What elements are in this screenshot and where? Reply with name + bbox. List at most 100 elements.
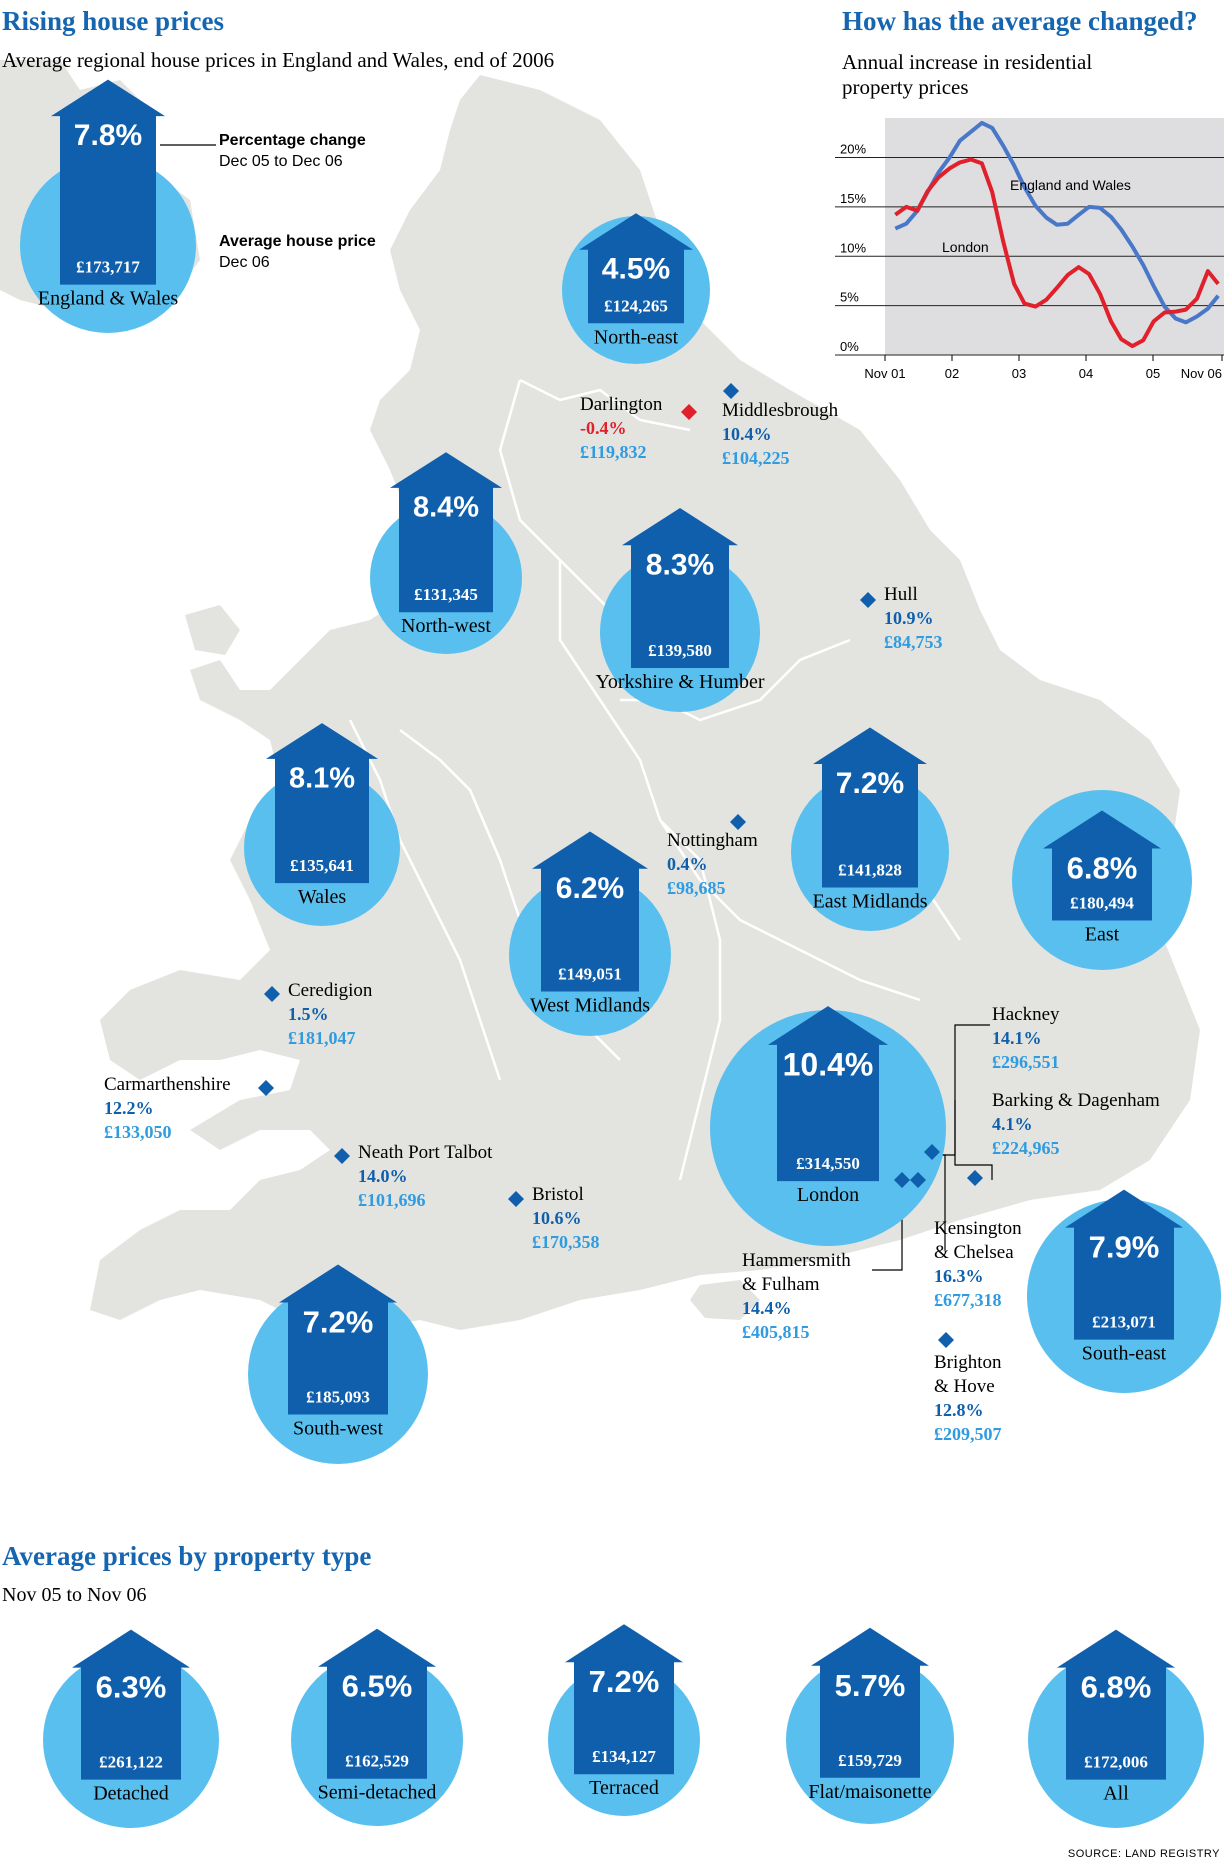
place-percentage: 10.9% bbox=[884, 608, 934, 628]
location-marker-icon bbox=[894, 1172, 910, 1188]
place-name: Kensington bbox=[934, 1218, 1022, 1239]
property-all: 6.8% £172,006 All bbox=[1028, 1629, 1204, 1828]
house-icon bbox=[811, 1627, 929, 1778]
location-marker-icon bbox=[910, 1172, 926, 1188]
region-name: East bbox=[1085, 924, 1120, 946]
property-terraced: 7.2% £134,127 Terraced bbox=[548, 1624, 700, 1816]
percentage-change: 8.4% bbox=[413, 491, 479, 523]
region-name: Detached bbox=[93, 1783, 169, 1805]
location-marker-icon bbox=[938, 1332, 954, 1348]
percentage-change: 7.9% bbox=[1089, 1230, 1160, 1265]
place-price: £119,832 bbox=[580, 442, 647, 462]
region-name: Semi-detached bbox=[318, 1782, 437, 1804]
place-price: £677,318 bbox=[934, 1290, 1002, 1310]
region-name: North-west bbox=[401, 615, 491, 637]
property-detached: 6.3% £261,122 Detached bbox=[43, 1629, 219, 1828]
house-icon bbox=[768, 1006, 888, 1182]
price-change-chart: 0% 5% 10% 15% 20% Nov 01 02 03 04 05 Nov 06 Engla… bbox=[835, 118, 1224, 381]
series-line-london bbox=[894, 157, 1220, 349]
x-tick-label: 02 bbox=[945, 366, 959, 381]
average-price: £185,093 bbox=[306, 1388, 370, 1407]
average-price: £172,006 bbox=[1084, 1753, 1148, 1772]
percentage-change: 7.2% bbox=[589, 1664, 660, 1699]
percentage-change: 7.2% bbox=[836, 767, 904, 800]
y-tick-label: 20% bbox=[840, 142, 866, 157]
place-percentage: 14.0% bbox=[358, 1166, 408, 1186]
average-price: £124,265 bbox=[604, 296, 668, 315]
location-marker-icon bbox=[681, 404, 697, 420]
average-price: £213,071 bbox=[1092, 1313, 1156, 1332]
region-name: South-west bbox=[293, 1418, 383, 1440]
place-percentage: 10.6% bbox=[532, 1208, 582, 1228]
region-east-midlands: 7.2% £141,828 East Midlands bbox=[791, 727, 949, 931]
place-name: Bristol bbox=[532, 1184, 584, 1205]
percentage-change: 7.8% bbox=[74, 119, 142, 152]
percentage-change: 5.7% bbox=[835, 1668, 906, 1703]
average-price: £141,828 bbox=[838, 861, 902, 880]
average-price: £261,122 bbox=[99, 1753, 163, 1772]
place-percentage: 0.4% bbox=[667, 854, 708, 874]
region-name: Flat/maisonette bbox=[808, 1781, 931, 1803]
chart-subtitle: Annual increase in residential property … bbox=[842, 50, 1093, 99]
y-tick-label: 0% bbox=[840, 339, 859, 354]
place-darlington: Darlington -0.4% £119,832 bbox=[580, 394, 697, 462]
page-title: Rising house prices bbox=[2, 6, 225, 36]
series-label-england-wales: England and Wales bbox=[1010, 177, 1131, 193]
average-price: £314,550 bbox=[796, 1154, 860, 1173]
place-percentage: 16.3% bbox=[934, 1266, 984, 1286]
place-name: Hackney bbox=[992, 1004, 1060, 1025]
series-label-london: London bbox=[942, 239, 989, 255]
location-marker-icon bbox=[924, 1144, 940, 1160]
region-name: All bbox=[1103, 1783, 1129, 1805]
percentage-change: 6.8% bbox=[1081, 1670, 1152, 1705]
chart-plot-area bbox=[885, 118, 1224, 355]
location-marker-icon bbox=[723, 383, 739, 399]
region-east: 6.8% £180,494 East bbox=[1012, 790, 1192, 970]
region-name: West Midlands bbox=[530, 994, 650, 1016]
region-name: London bbox=[797, 1184, 859, 1206]
place-brighton-hove: Brighton & Hove 12.8% £209,507 bbox=[934, 1332, 1002, 1444]
isle-of-wight bbox=[690, 1280, 760, 1320]
location-marker-icon bbox=[730, 814, 746, 830]
property-title: Average prices by property type bbox=[2, 1541, 372, 1571]
percentage-change: 6.2% bbox=[556, 872, 624, 905]
place-name: Carmarthenshire bbox=[104, 1074, 231, 1095]
house-icon bbox=[622, 508, 738, 668]
series-line-england-and-wales bbox=[894, 120, 1220, 325]
location-marker-icon bbox=[258, 1080, 274, 1096]
legend-price-label: Average house price bbox=[219, 233, 376, 250]
place-name: Nottingham bbox=[667, 830, 758, 851]
place-name: & Hove bbox=[934, 1376, 995, 1397]
house-icon bbox=[1057, 1629, 1175, 1780]
place-price: £296,551 bbox=[992, 1052, 1060, 1072]
house-icon bbox=[1043, 810, 1161, 921]
chart-title: How has the average changed? bbox=[842, 6, 1198, 36]
percentage-change: 8.3% bbox=[646, 549, 714, 582]
location-marker-icon bbox=[508, 1191, 524, 1207]
percentage-change: 6.5% bbox=[342, 1669, 413, 1704]
place-hammersmith-fulham: Hammersmith & Fulham 14.4% £405,815 bbox=[742, 1172, 910, 1342]
place-name: Neath Port Talbot bbox=[358, 1142, 493, 1163]
average-price: £139,580 bbox=[648, 641, 712, 660]
region-london: 10.4% £314,550 London bbox=[710, 1006, 946, 1246]
source-credit: SOURCE: LAND REGISTRY bbox=[1067, 1848, 1220, 1860]
percentage-change: 7.2% bbox=[303, 1305, 374, 1340]
place-kensington-chelsea: Kensington & Chelsea 16.3% £677,318 bbox=[910, 1172, 1022, 1310]
legend-change-period: Dec 05 to Dec 06 bbox=[219, 153, 343, 170]
region-name: South-east bbox=[1082, 1343, 1167, 1365]
house-icon bbox=[532, 831, 648, 992]
place-price: £209,507 bbox=[934, 1424, 1002, 1444]
x-tick-label: Nov 06 bbox=[1181, 366, 1222, 381]
legend-price-period: Dec 06 bbox=[219, 254, 270, 271]
house-icon bbox=[390, 452, 502, 613]
place-price: £98,685 bbox=[667, 878, 726, 898]
place-price: £84,753 bbox=[884, 632, 943, 652]
region-name: East Midlands bbox=[813, 891, 928, 913]
property-semi-detached: 6.5% £162,529 Semi-detached bbox=[291, 1628, 463, 1826]
house-icon bbox=[318, 1628, 436, 1779]
place-hull: Hull 10.9% £84,753 bbox=[860, 584, 943, 652]
house-icon bbox=[279, 1264, 397, 1415]
house-icon bbox=[813, 727, 927, 888]
place-name: & Chelsea bbox=[934, 1242, 1014, 1263]
